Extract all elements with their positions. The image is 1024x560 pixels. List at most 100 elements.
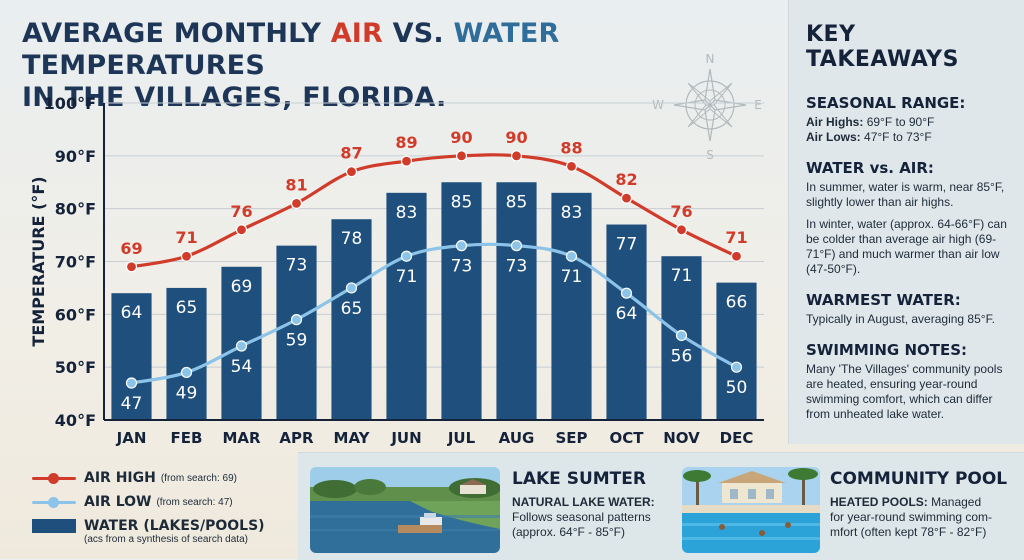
air-low-value-label: 56 (671, 346, 693, 366)
seasonal-range-title: SEASONAL RANGE: (806, 94, 966, 112)
air-high-swatch-icon (32, 471, 76, 485)
air-low-point (345, 282, 358, 294)
lake-sumter-text2: (approx. 64°F - 85°F) (512, 525, 625, 539)
water-bar (276, 245, 317, 420)
air-lows-label: Air Lows: (806, 130, 861, 144)
compass-w: W (652, 98, 664, 112)
air-high-point (290, 197, 303, 209)
legend-item-air-low: AIR LOW (from search: 47) (32, 490, 302, 514)
community-pool-text1: Managed (927, 495, 982, 509)
water-vs-air-summer: In summer, water is warm, near 85°F, sli… (806, 180, 1005, 209)
x-tick-label: NOV (663, 429, 700, 447)
water-vs-air-title: WATER vs. AIR: (806, 159, 934, 177)
swimming-notes-text: Many 'The Villages' community pools are … (806, 362, 1003, 421)
community-pool-photo (682, 467, 820, 553)
air-low-value-label: 54 (231, 357, 253, 377)
water-swatch-icon (32, 519, 76, 533)
key-takeaways-heading: KEY TAKEAWAYS (806, 22, 959, 72)
air-high-value-label: 71 (725, 228, 747, 247)
air-low-value-label: 49 (176, 383, 198, 403)
water-bar-value-label: 77 (616, 235, 638, 255)
community-pool-text: HEATED POOLS: Managed for year-round swi… (830, 495, 1020, 540)
air-high-value-label: 88 (560, 138, 582, 157)
water-bar (606, 224, 647, 420)
water-bar-value-label: 71 (671, 266, 693, 286)
air-high-point (345, 166, 358, 178)
y-tick-label: 70°F (55, 253, 96, 272)
warmest-water-block: WARMEST WATER: Typically in August, aver… (806, 291, 1012, 327)
y-tick-label: 100°F (44, 94, 96, 113)
community-pool-text3: mfort (often kept 78°F - 82°F) (830, 525, 987, 539)
x-tick-label: MAR (222, 429, 261, 447)
air-low-point (400, 250, 413, 262)
title-part3: TEMPERATURES (22, 50, 265, 81)
water-bar (166, 287, 207, 420)
title-part2: VS. (383, 18, 454, 49)
warmest-water-title: WARMEST WATER: (806, 291, 961, 309)
air-highs-label: Air Highs: (806, 115, 864, 129)
air-low-swatch-icon (32, 495, 76, 509)
x-tick-label: APR (279, 429, 314, 447)
legend-water-label: WATER (LAKES/POOLS) (84, 518, 265, 534)
swimming-notes-block: SWIMMING NOTES: Many 'The Villages' comm… (806, 341, 1012, 422)
legend-air-low-note: (from search: 47) (156, 496, 233, 508)
x-tick-label: JUL (447, 429, 476, 447)
legend-footnote: (acs from a synthesis of search data) (84, 534, 248, 545)
air-low-point (510, 240, 523, 252)
air-low-value-label: 73 (506, 257, 528, 277)
air-high-value-label: 69 (120, 239, 142, 258)
x-tick-label: JUN (390, 429, 421, 447)
air-low-value-label: 65 (341, 299, 363, 319)
y-tick-label: 50°F (55, 358, 96, 377)
air-low-point (455, 240, 468, 252)
air-low-value-label: 59 (286, 331, 308, 351)
air-high-point (675, 224, 688, 236)
air-high-value-label: 90 (450, 128, 472, 147)
legend-air-high-label: AIR HIGH (84, 470, 156, 486)
chart-title: AVERAGE MONTHLY AIR VS. WATER TEMPERATUR… (22, 18, 782, 114)
water-bar (111, 293, 152, 420)
air-high-value-label: 81 (285, 175, 307, 194)
compass-rose-icon: N E S W (652, 52, 762, 162)
air-low-point (125, 377, 138, 389)
legend-item-air-high: AIR HIGH (from search: 69) (32, 466, 302, 490)
air-high-point (400, 155, 413, 167)
air-low-value-label: 47 (121, 394, 143, 414)
water-bar-value-label: 69 (231, 277, 253, 297)
air-high-point (180, 250, 193, 262)
air-high-value-label: 89 (395, 133, 417, 152)
lake-sumter-text: NATURAL LAKE WATER: Follows seasonal pat… (512, 495, 672, 540)
key-takeaways-panel: KEY TAKEAWAYS SEASONAL RANGE: Air Highs:… (788, 0, 1024, 444)
water-bar-value-label: 65 (176, 298, 198, 318)
axes: 40°F 50°F 60°F 70°F 80°F 90°F 100°F TEMPERATURE… (29, 94, 764, 447)
compass-n: N (706, 52, 715, 66)
x-tick-label: OCT (610, 429, 645, 447)
air-low-point (675, 329, 688, 342)
water-bar-value-label: 64 (121, 303, 143, 323)
legend-air-low-label: AIR LOW (84, 494, 152, 510)
water-bar-value-label: 66 (726, 293, 748, 313)
water-bar-value-label: 85 (451, 192, 473, 212)
air-low-value-label: 73 (451, 257, 473, 277)
y-tick-label: 80°F (55, 200, 96, 219)
air-low-point (290, 314, 303, 326)
water-bar (331, 219, 372, 420)
water-vs-air-winter: In winter, water (approx. 64-66°F) can b… (806, 217, 1007, 276)
community-pool-title: COMMUNITY POOL (830, 469, 1008, 489)
x-tick-label: AUG (499, 429, 535, 447)
water-bar-value-label: 78 (341, 229, 363, 249)
water-bar (551, 192, 592, 420)
compass-s: S (706, 148, 714, 162)
air-low-point (180, 366, 193, 379)
info-cards-panel: LAKE SUMTER NATURAL LAKE WATER: Follows … (298, 452, 1024, 560)
title-part1: AVERAGE MONTHLY (22, 18, 331, 49)
y-tick-label: 90°F (55, 147, 96, 166)
air-lows-value: 47°F to 73°F (864, 130, 932, 144)
water-bar-value-label: 83 (561, 203, 583, 223)
air-low-value-label: 64 (616, 304, 638, 324)
water-bars: 64 65 69 73 78 83 85 85 83 77 71 66 (111, 182, 757, 420)
air-high-point (235, 224, 248, 236)
y-axis-label: TEMPERATURE (°F) (29, 176, 48, 346)
lake-sumter-title: LAKE SUMTER (512, 469, 646, 489)
lake-sumter-label: NATURAL LAKE WATER: (512, 495, 655, 509)
